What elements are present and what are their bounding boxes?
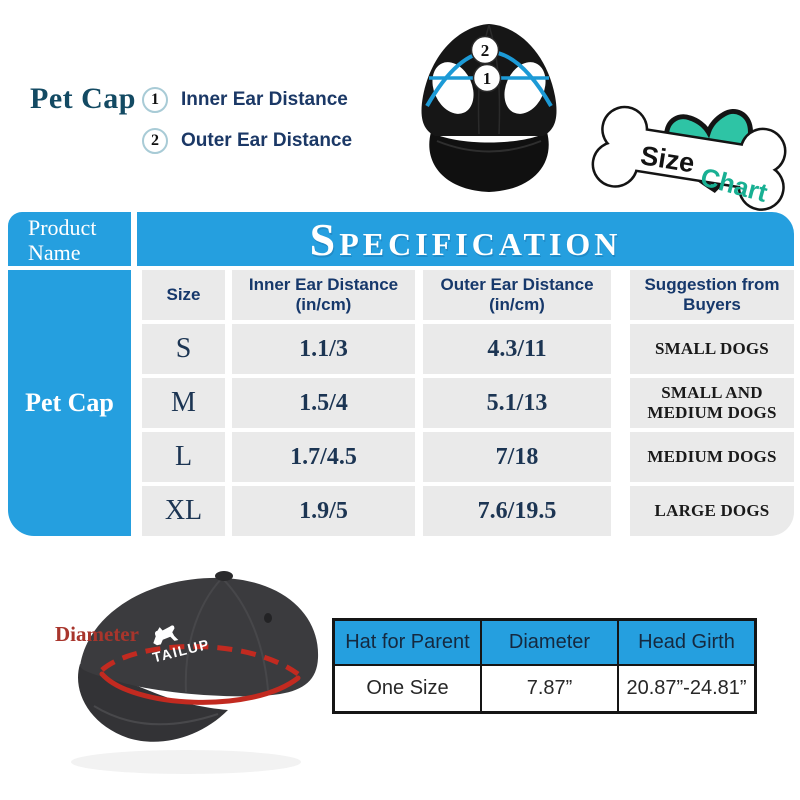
table-row-s-inner: 1.1/3 [232,324,415,374]
parent-val-size: One Size [335,666,482,711]
table-row-s-suggestion: SMALL DOGS [630,324,794,374]
parent-hat-table: Hat for Parent Diameter Head Girth One S… [332,618,757,714]
legend-label-outer: Outer Ear Distance [181,130,353,151]
parent-col-head-girth: Head Girth [619,621,754,666]
table-row-m-suggestion: SMALL AND MEDIUM DOGS [630,378,794,428]
marker-2-badge: 2 [142,128,168,154]
diameter-ellipse-dashed [100,644,300,677]
pet-cap-top-view-image: 2 1 [421,24,557,192]
table-row-l-size: L [142,432,225,482]
legend-item-outer: 2 Outer Ear Distance [142,128,352,154]
parent-col-diameter: Diameter [482,621,619,666]
table-row-xl-size: XL [142,486,225,536]
dog-silhouette-icon [153,625,179,646]
table-row-l-inner: 1.7/4.5 [232,432,415,482]
table-row-m-size: M [142,378,225,428]
col-header-suggestion: Suggestion from Buyers [630,270,794,320]
marker-2-on-cap: 2 [481,41,490,60]
parent-cap-photo: TAILUP [71,571,319,774]
table-title: Specification [137,212,794,266]
size-chart-logo: Size Chart [591,105,787,211]
cap-crown [80,577,319,697]
diameter-callout-label: Diameter [55,622,139,646]
legend-label-inner: Inner Ear Distance [181,89,348,110]
parent-col-hat: Hat for Parent [335,621,482,666]
table-row-m-outer: 5.1/13 [423,378,611,428]
table-row-m-inner: 1.5/4 [232,378,415,428]
right-ear-hole [504,62,546,114]
table-row-l-outer: 7/18 [423,432,611,482]
page-title: Pet Cap [30,82,136,115]
table-row-xl-suggestion: LARGE DOGS [630,486,794,536]
table-row-xl-inner: 1.9/5 [232,486,415,536]
col-header-size: Size [142,270,225,320]
table-row-s-outer: 4.3/11 [423,324,611,374]
table-row-l-suggestion: MEDIUM DOGS [630,432,794,482]
table-row-s-size: S [142,324,225,374]
cap-eyelet [264,613,272,623]
legend-item-inner: 1 Inner Ear Distance [142,87,348,113]
diameter-ellipse-solid [99,671,301,705]
left-ear-hole [432,62,474,114]
marker-1-on-cap: 1 [483,69,492,88]
corner-header-product-name: Product Name [8,212,131,266]
marker-1-badge: 1 [142,87,168,113]
col-header-inner-ear: Inner Ear Distance (in/cm) [232,270,415,320]
cap-button [215,571,233,581]
parent-val-head-girth: 20.87”-24.81” [619,666,754,711]
row-header-pet-cap: Pet Cap [8,270,131,536]
table-row-xl-outer: 7.6/19.5 [423,486,611,536]
specification-table: Product Name Pet Cap Specification Size … [8,212,794,536]
col-header-outer-ear: Outer Ear Distance (in/cm) [423,270,611,320]
parent-val-diameter: 7.87” [482,666,619,711]
